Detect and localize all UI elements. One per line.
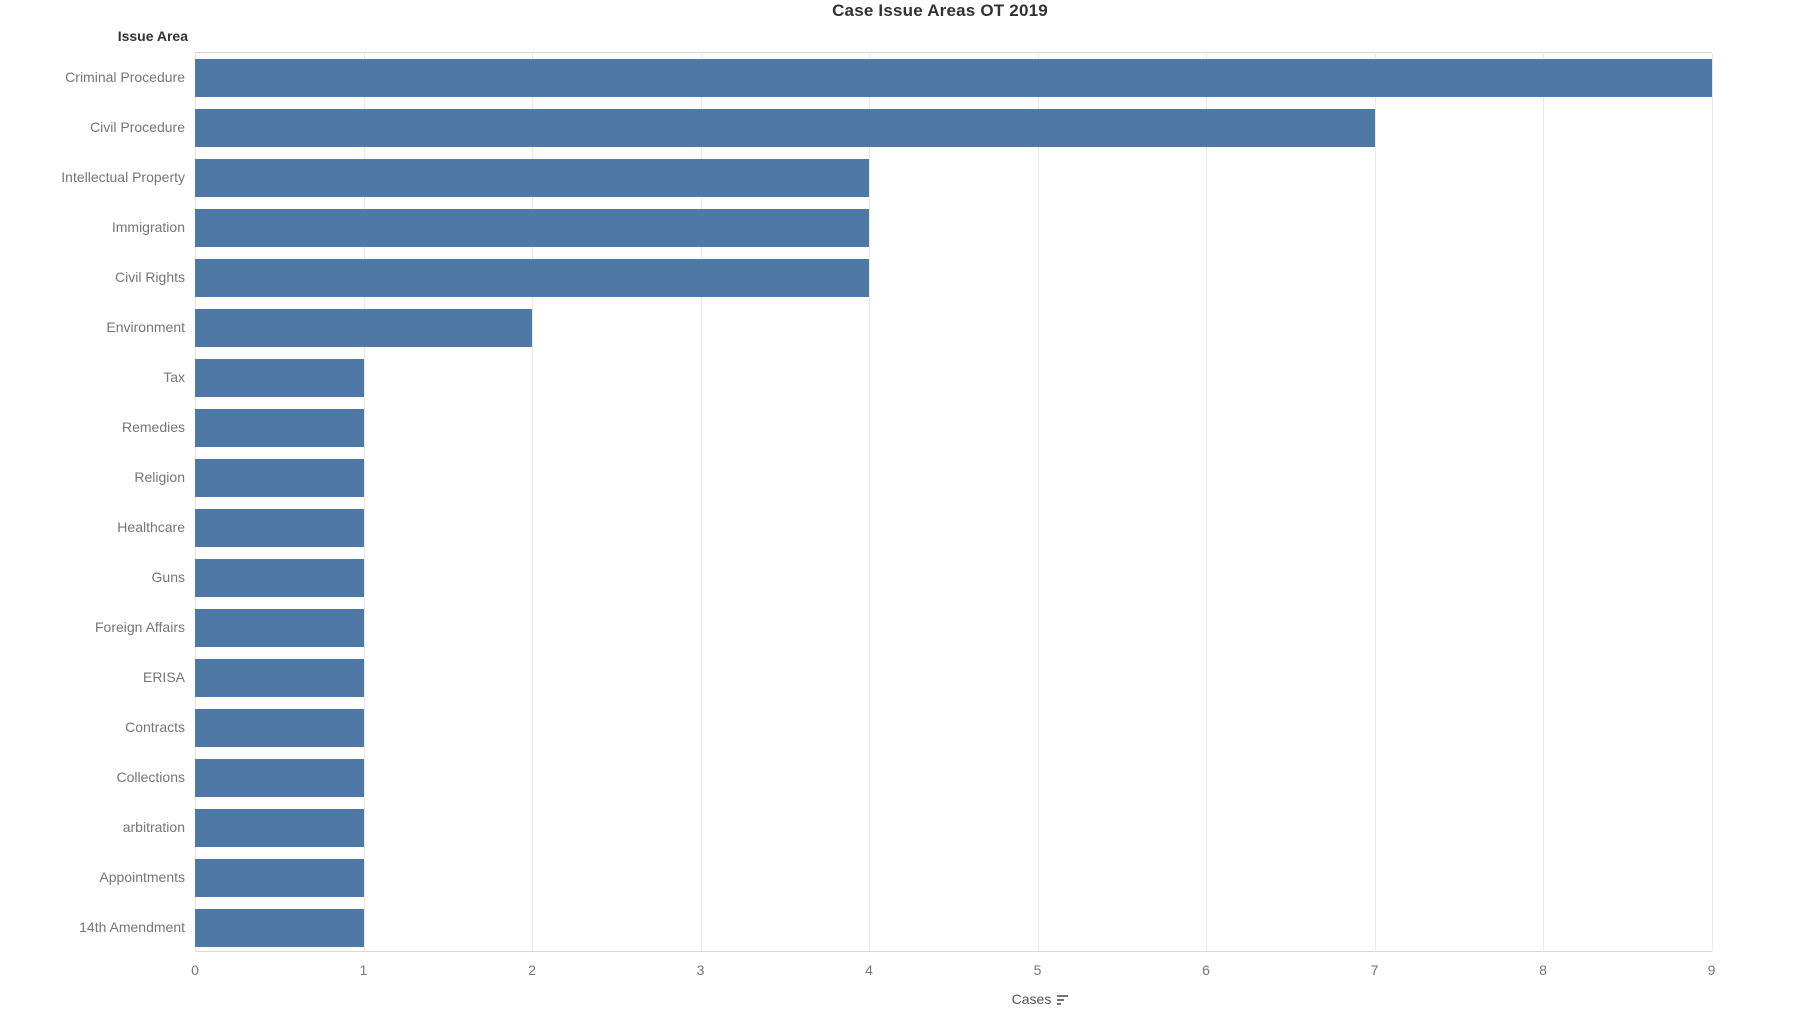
tick-label-6: 6 [1202, 962, 1210, 978]
plot-area [195, 52, 1713, 952]
sort-descending-icon[interactable] [1057, 994, 1069, 1005]
category-label-erisa[interactable]: ERISA [142, 669, 185, 685]
gridline-x-2 [532, 53, 533, 951]
bar-arbitration[interactable] [195, 809, 364, 847]
gridline-x-4 [869, 53, 870, 951]
category-label-intellectual-property[interactable]: Intellectual Property [61, 169, 185, 185]
tick-label-3: 3 [696, 962, 705, 978]
bar-erisa[interactable] [195, 659, 364, 697]
bar-contracts[interactable] [195, 709, 364, 747]
bar-14th-amendment[interactable] [195, 909, 364, 947]
bar-collections[interactable] [195, 759, 364, 797]
gridline-x-7 [1374, 53, 1376, 951]
gridline-x-1 [363, 53, 365, 951]
category-label-arbitration[interactable]: arbitration [122, 819, 185, 835]
bar-religion[interactable] [195, 459, 364, 497]
category-label-collections[interactable]: Collections [116, 769, 185, 785]
bar-civil-procedure[interactable] [195, 109, 1375, 147]
bar-civil-rights[interactable] [195, 259, 869, 297]
category-label-healthcare[interactable]: Healthcare [117, 519, 185, 535]
gridline-x-5 [1037, 53, 1039, 951]
category-label-guns[interactable]: Guns [151, 569, 185, 585]
bar-tax[interactable] [195, 359, 364, 397]
x-axis-title: Cases [960, 991, 1120, 1007]
category-label-immigration[interactable]: Immigration [111, 219, 185, 235]
bar-guns[interactable] [195, 559, 364, 597]
tick-label-4: 4 [865, 962, 873, 978]
category-label-tax[interactable]: Tax [163, 369, 185, 385]
category-label-14th-amendment[interactable]: 14th Amendment [79, 919, 185, 935]
bar-environment[interactable] [195, 309, 532, 347]
category-label-foreign-affairs[interactable]: Foreign Affairs [94, 619, 185, 635]
bar-healthcare[interactable] [195, 509, 364, 547]
bar-intellectual-property[interactable] [195, 159, 869, 197]
gridline-x-9 [1711, 53, 1713, 951]
row-axis-title: Issue Area [117, 28, 188, 44]
gridline-x-0 [195, 53, 196, 951]
category-label-religion[interactable]: Religion [134, 469, 185, 485]
tick-label-1: 1 [359, 962, 368, 978]
bar-immigration[interactable] [195, 209, 869, 247]
tick-label-7: 7 [1370, 962, 1379, 978]
gridline-x-8 [1543, 53, 1544, 951]
x-axis-title-label: Cases [1011, 991, 1052, 1007]
category-label-civil-procedure[interactable]: Civil Procedure [90, 119, 185, 135]
category-label-contracts[interactable]: Contracts [125, 719, 185, 735]
bar-foreign-affairs[interactable] [195, 609, 364, 647]
bar-remedies[interactable] [195, 409, 364, 447]
tick-label-9: 9 [1707, 962, 1716, 978]
bar-criminal-procedure[interactable] [195, 59, 1712, 97]
tick-label-2: 2 [528, 962, 536, 978]
tick-label-5: 5 [1033, 962, 1042, 978]
gridline-x-3 [700, 53, 702, 951]
tick-label-8: 8 [1539, 962, 1547, 978]
category-label-remedies[interactable]: Remedies [121, 419, 185, 435]
category-label-environment[interactable]: Environment [106, 319, 185, 335]
category-label-civil-rights[interactable]: Civil Rights [114, 269, 185, 285]
gridline-x-6 [1206, 53, 1207, 951]
category-label-appointments[interactable]: Appointments [99, 869, 185, 885]
bar-appointments[interactable] [195, 859, 364, 897]
chart-title: Case Issue Areas OT 2019 [832, 1, 1048, 20]
category-label-criminal-procedure[interactable]: Criminal Procedure [65, 69, 185, 85]
tick-label-0: 0 [191, 962, 199, 978]
